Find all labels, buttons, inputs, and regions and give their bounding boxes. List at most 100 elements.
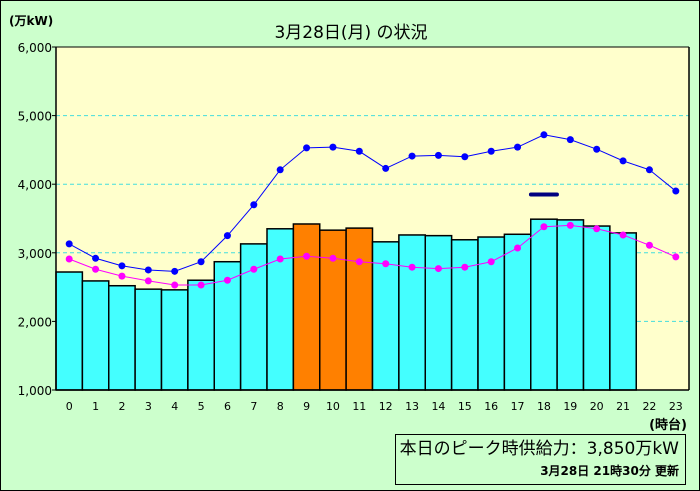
series-1-point bbox=[487, 258, 495, 266]
x-tick-label: 23 bbox=[669, 400, 683, 413]
series-0-point bbox=[144, 266, 152, 274]
series-1-point bbox=[144, 277, 152, 285]
bar-hour-4 bbox=[160, 289, 189, 391]
series-line-0 bbox=[68, 134, 677, 272]
chart-title: 3月28日(月) の状況 bbox=[274, 23, 427, 43]
x-tick-label: 4 bbox=[171, 400, 178, 413]
x-tick-label: 8 bbox=[277, 400, 284, 413]
y-tick-label: 4,000 bbox=[18, 178, 52, 192]
bar-hour-17 bbox=[503, 233, 532, 391]
series-0-point bbox=[92, 254, 100, 262]
x-tick-label: 14 bbox=[431, 400, 445, 413]
bar-hour-13 bbox=[398, 234, 426, 391]
series-0-point bbox=[118, 262, 126, 270]
series-0-point bbox=[540, 131, 548, 139]
x-tick-label: 2 bbox=[118, 400, 125, 413]
series-0-point bbox=[672, 187, 680, 195]
x-tick-label: 12 bbox=[379, 400, 393, 413]
bar-hour-0 bbox=[55, 271, 84, 391]
series-1-point bbox=[619, 231, 627, 239]
series-1-point bbox=[593, 225, 601, 233]
series-1-point bbox=[645, 241, 653, 249]
bar-hour-18 bbox=[530, 218, 558, 391]
bar-hour-19 bbox=[556, 219, 585, 391]
x-tick-label: 15 bbox=[458, 400, 472, 413]
series-0-point bbox=[250, 201, 258, 209]
bar-hour-15 bbox=[450, 239, 479, 391]
series-1-point bbox=[276, 255, 284, 263]
x-tick-label: 3 bbox=[145, 400, 152, 413]
series-1-point bbox=[329, 254, 337, 262]
series-1-point bbox=[197, 281, 205, 289]
series-0-point bbox=[223, 232, 231, 240]
x-tick-label: 21 bbox=[616, 400, 630, 413]
peak-supply-label: 本日のピーク時供給力：3,850万kW bbox=[399, 439, 679, 459]
series-line-1 bbox=[69, 224, 677, 286]
updated-time: 3月28日 21時30分 更新 bbox=[540, 464, 679, 478]
x-tick-label: 6 bbox=[224, 400, 231, 413]
series-1-point bbox=[223, 276, 231, 284]
series-1-point bbox=[514, 244, 522, 252]
bar-hour-21 bbox=[609, 232, 637, 391]
series-0-point bbox=[593, 145, 601, 153]
x-tick-label: 17 bbox=[511, 400, 525, 413]
y-tick-label: 5,000 bbox=[18, 110, 52, 124]
series-0-point bbox=[303, 144, 311, 152]
x-tick-label: 0 bbox=[66, 400, 73, 413]
bar-hour-2 bbox=[108, 284, 136, 391]
x-tick-label: 1 bbox=[92, 400, 99, 413]
series-1-point bbox=[171, 281, 179, 289]
series-0-point bbox=[408, 152, 416, 160]
series-0-point bbox=[355, 147, 363, 155]
series-1-point bbox=[566, 221, 574, 229]
series-0-point bbox=[276, 166, 284, 174]
series-0-point bbox=[645, 166, 653, 174]
series-1-point bbox=[461, 263, 469, 271]
series-0-point bbox=[461, 153, 469, 161]
series-0-point bbox=[514, 143, 522, 151]
series-1-point bbox=[434, 265, 442, 273]
x-tick-label: 19 bbox=[563, 400, 577, 413]
x-tick-label: 7 bbox=[250, 400, 257, 413]
y-tick-label: 3,000 bbox=[18, 247, 52, 261]
y-tick-label: 6,000 bbox=[18, 41, 52, 55]
series-0-point bbox=[487, 147, 495, 155]
series-1-point bbox=[65, 255, 73, 263]
y-tick-label: 1,000 bbox=[18, 384, 52, 398]
x-tick-label: 18 bbox=[537, 400, 551, 413]
series-0-point bbox=[566, 136, 574, 144]
peak-supply-box: 本日のピーク時供給力：3,850万kW 3月28日 21時30分 更新 bbox=[395, 434, 686, 485]
y-tick-label: 2,000 bbox=[18, 315, 52, 329]
series-0-point bbox=[382, 164, 390, 172]
x-tick-label: 16 bbox=[484, 400, 498, 413]
bar-hour-3 bbox=[134, 288, 163, 391]
x-tick-label: 22 bbox=[642, 400, 656, 413]
bar-hour-8 bbox=[266, 228, 295, 391]
x-tick-label: 11 bbox=[352, 400, 366, 413]
x-axis-unit: (時台) bbox=[649, 417, 687, 433]
series-1-point bbox=[303, 252, 311, 260]
series-1-point bbox=[118, 272, 126, 280]
x-tick-label: 10 bbox=[326, 400, 340, 413]
bar-hour-11 bbox=[345, 227, 374, 391]
bar-hour-14 bbox=[424, 234, 453, 391]
x-tick-label: 9 bbox=[303, 400, 310, 413]
x-tick-label: 13 bbox=[405, 400, 419, 413]
series-1-point bbox=[92, 265, 100, 273]
x-tick-label: 20 bbox=[590, 400, 604, 413]
bar-hour-9 bbox=[292, 223, 321, 391]
y-axis-unit: (万kW) bbox=[9, 14, 53, 28]
series-0-point bbox=[434, 151, 442, 159]
series-1-point bbox=[355, 258, 363, 266]
series-1-point bbox=[672, 253, 680, 261]
bar-hour-1 bbox=[81, 280, 110, 391]
series-0-point bbox=[171, 267, 179, 275]
series-0-point bbox=[619, 157, 627, 165]
bar-hour-10 bbox=[319, 229, 347, 391]
bar-hour-20 bbox=[582, 225, 611, 391]
series-1-point bbox=[382, 260, 390, 268]
series-0-point bbox=[65, 240, 73, 248]
bar-hour-5 bbox=[187, 279, 215, 391]
